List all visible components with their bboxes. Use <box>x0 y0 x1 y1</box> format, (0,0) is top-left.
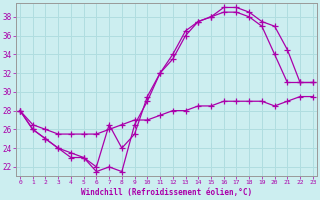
X-axis label: Windchill (Refroidissement éolien,°C): Windchill (Refroidissement éolien,°C) <box>81 188 252 197</box>
